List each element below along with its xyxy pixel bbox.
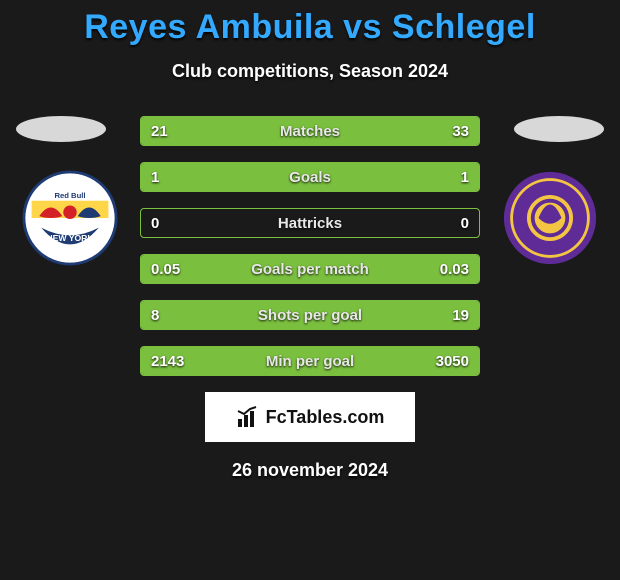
stat-value-right: 33 — [442, 117, 479, 145]
stat-row: 21433050Min per goal — [140, 346, 480, 376]
stat-row: 819Shots per goal — [140, 300, 480, 330]
stats-area: NEW YORK Red Bull — [0, 116, 620, 376]
comparison-card: Reyes Ambuila vs Schlegel Club competiti… — [0, 0, 620, 580]
stat-row: 11Goals — [140, 162, 480, 192]
orlando-city-icon — [502, 170, 598, 266]
stat-value-left: 0 — [141, 209, 169, 237]
shadow-ellipse-left — [16, 116, 106, 142]
svg-text:Red Bull: Red Bull — [54, 191, 85, 200]
attribution-box: FcTables.com — [205, 392, 415, 442]
stat-label: Hattricks — [141, 209, 479, 237]
stat-row: 2133Matches — [140, 116, 480, 146]
attribution-brand: FcTables.com — [236, 405, 385, 429]
stat-value-right: 0 — [451, 209, 479, 237]
stat-rows: 2133Matches11Goals00Hattricks0.050.03Goa… — [140, 116, 480, 376]
stat-value-left: 21 — [141, 117, 178, 145]
date-text: 26 november 2024 — [0, 460, 620, 481]
stat-value-left: 0.05 — [141, 255, 190, 283]
attribution-text: FcTables.com — [266, 407, 385, 428]
stat-value-left: 8 — [141, 301, 169, 329]
stat-value-right: 1 — [451, 163, 479, 191]
bar-chart-icon — [236, 405, 260, 429]
redbull-newyork-icon: NEW YORK Red Bull — [22, 170, 118, 266]
stat-value-left: 2143 — [141, 347, 194, 375]
stat-value-left: 1 — [141, 163, 169, 191]
shadow-ellipse-right — [514, 116, 604, 142]
team-badge-left: NEW YORK Red Bull — [22, 170, 118, 266]
stat-value-right: 19 — [442, 301, 479, 329]
stat-row: 0.050.03Goals per match — [140, 254, 480, 284]
stat-value-right: 3050 — [426, 347, 479, 375]
page-title: Reyes Ambuila vs Schlegel — [0, 8, 620, 47]
svg-text:NEW YORK: NEW YORK — [46, 233, 94, 243]
subtitle: Club competitions, Season 2024 — [0, 61, 620, 82]
stat-row: 0 0Hattricks — [140, 208, 480, 238]
team-badge-right — [502, 170, 598, 266]
stat-value-right: 0.03 — [430, 255, 479, 283]
